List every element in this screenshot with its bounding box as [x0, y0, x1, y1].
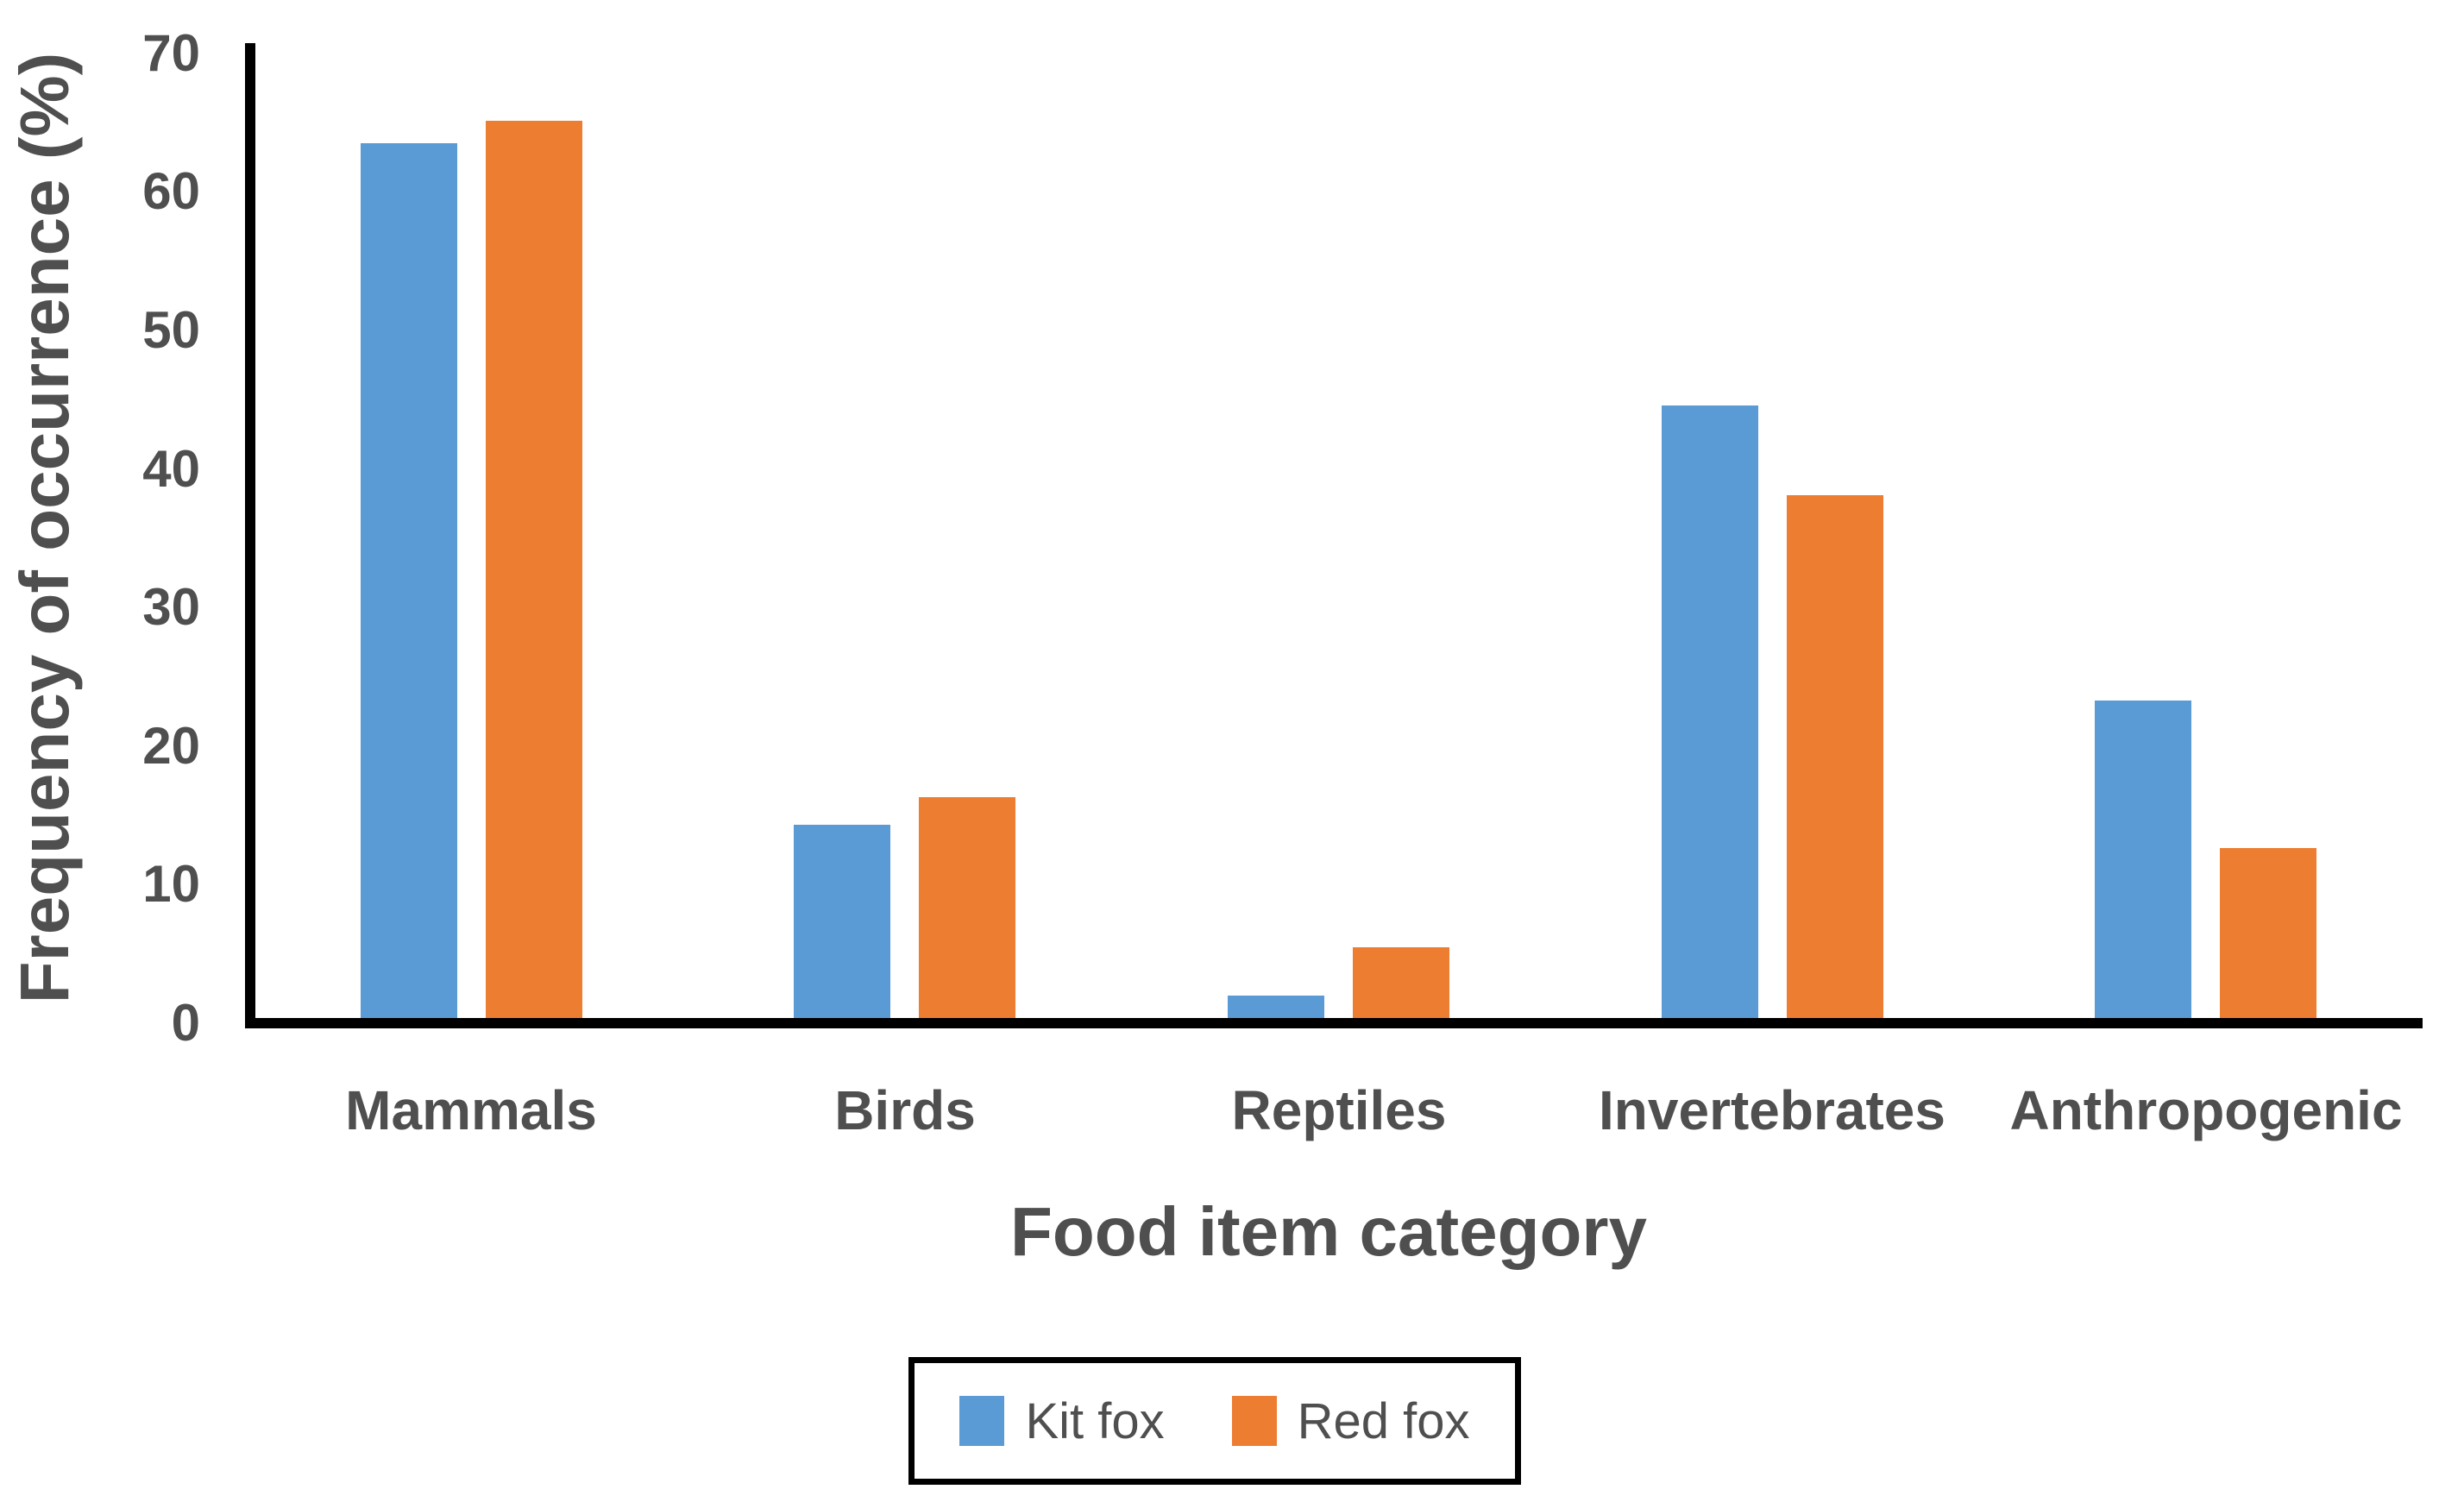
- x-axis-line: [245, 1018, 2423, 1028]
- kit-fox-swatch-icon: [959, 1396, 1005, 1446]
- y-tick-label-70: 70: [142, 23, 200, 82]
- y-tick-label-60: 60: [142, 162, 200, 221]
- y-tick-label-50: 50: [142, 301, 200, 359]
- x-label-anthropogenic: Anthropogenic: [2009, 1079, 2403, 1141]
- x-label-reptiles: Reptiles: [1231, 1079, 1447, 1141]
- bar-kit-fox-anthropogenic: [2095, 701, 2191, 1018]
- y-tick-label-30: 30: [142, 578, 200, 637]
- bar-kit-fox-mammals: [361, 143, 457, 1018]
- y-axis-line: [245, 43, 255, 1028]
- legend-item-red-fox: Red fox: [1231, 1392, 1470, 1450]
- y-tick-label-40: 40: [142, 439, 200, 498]
- x-label-invertebrates: Invertebrates: [1599, 1079, 1945, 1141]
- x-label-birds: Birds: [834, 1079, 976, 1141]
- bar-kit-fox-reptiles: [1228, 996, 1324, 1018]
- red-fox-swatch-icon: [1231, 1396, 1277, 1446]
- bar-red-fox-reptiles: [1353, 947, 1449, 1018]
- legend-label-red-fox: Red fox: [1297, 1392, 1470, 1449]
- y-tick-label-20: 20: [142, 716, 200, 775]
- x-axis-title: Food item category: [1010, 1193, 1647, 1270]
- y-tick-label-10: 10: [142, 855, 200, 914]
- bar-kit-fox-invertebrates: [1662, 405, 1758, 1018]
- legend-label-kit-fox: Kit fox: [1025, 1392, 1165, 1449]
- bar-kit-fox-birds: [794, 825, 890, 1018]
- bar-red-fox-mammals: [486, 121, 582, 1018]
- y-tick-label-0: 0: [171, 994, 200, 1052]
- legend: Kit fox Red fox: [908, 1357, 1521, 1485]
- bar-red-fox-birds: [919, 797, 1015, 1018]
- legend-item-kit-fox: Kit fox: [959, 1392, 1165, 1450]
- x-label-mammals: Mammals: [345, 1079, 597, 1141]
- bar-red-fox-invertebrates: [1787, 495, 1883, 1018]
- bar-red-fox-anthropogenic: [2220, 848, 2316, 1018]
